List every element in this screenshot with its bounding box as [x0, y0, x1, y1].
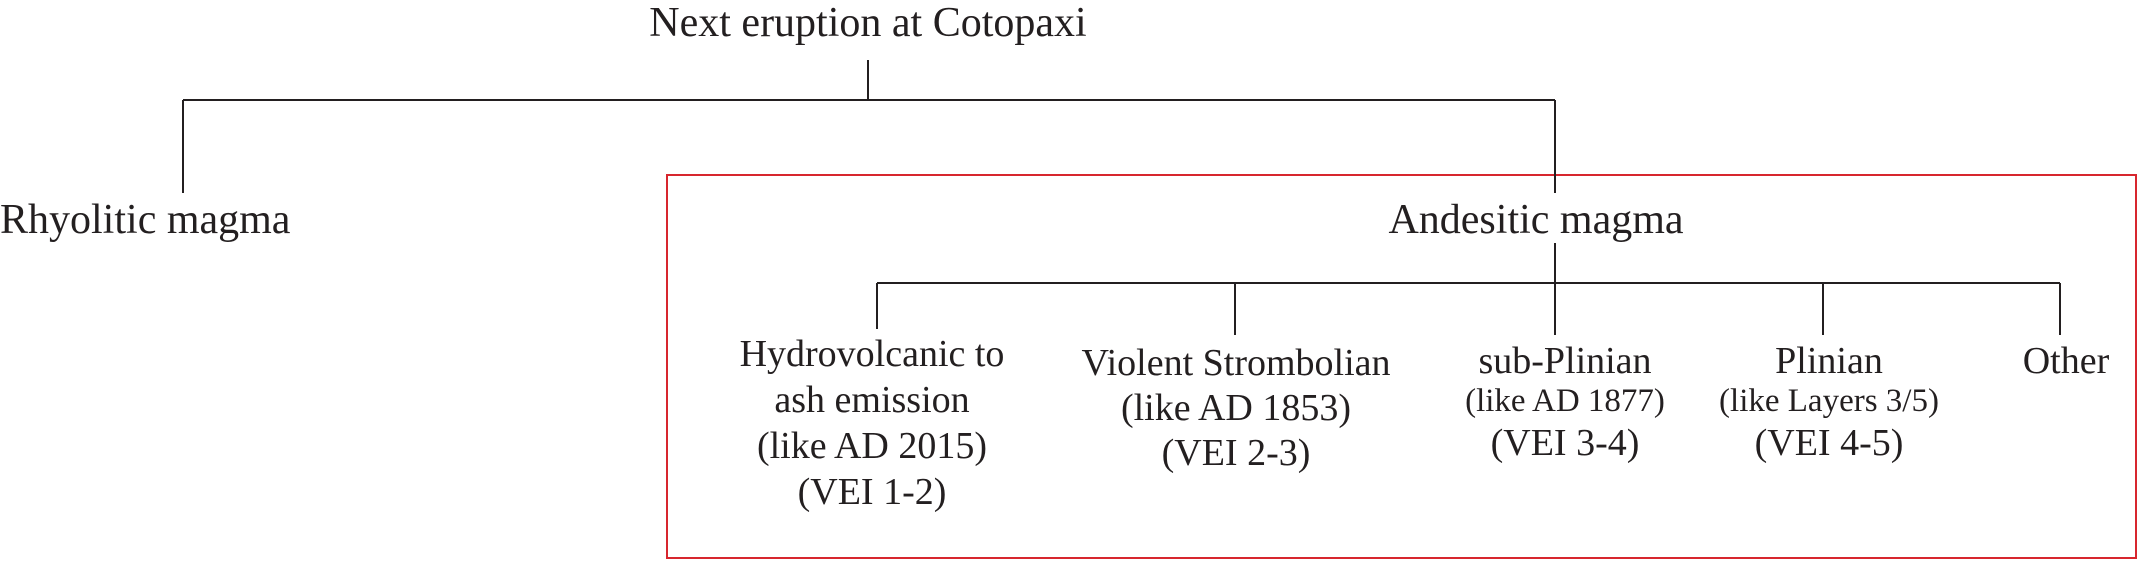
plinian-line-2: (like Layers 3/5): [1719, 383, 1939, 419]
other-node: Other: [2023, 341, 2110, 381]
hydrovolcanic-line-1: Hydrovolcanic to: [739, 333, 1005, 375]
strombolian-line-2: (like AD 1853): [1120, 387, 1352, 429]
plinian-line-3: (VEI 4-5): [1754, 422, 1904, 464]
strombolian-line-1: Violent Strombolian: [1081, 342, 1391, 384]
subplinian-line-3: (VEI 3-4): [1490, 422, 1640, 464]
sub-plinian-node: sub-Plinian (like AD 1877) (VEI 3-4): [1465, 341, 1665, 465]
rhyolitic-magma-label: Rhyolitic magma: [0, 197, 291, 243]
root-node-label: Next eruption at Cotopaxi: [649, 0, 1087, 46]
hydrovolcanic-line-4: (VEI 1-2): [797, 471, 947, 513]
hydrovolcanic-node: Hydrovolcanic to ash emission (like AD 2…: [740, 331, 1005, 515]
hydrovolcanic-line-2: ash emission: [774, 379, 970, 421]
violent-strombolian-node: Violent Strombolian (like AD 1853) (VEI …: [1081, 341, 1390, 476]
subplinian-line-2: (like AD 1877): [1465, 383, 1665, 419]
other-line-1: Other: [2022, 340, 2110, 382]
plinian-node: Plinian (like Layers 3/5) (VEI 4-5): [1719, 341, 1939, 465]
strombolian-line-3: (VEI 2-3): [1161, 432, 1311, 474]
hydrovolcanic-line-3: (like AD 2015): [756, 425, 988, 467]
andesitic-highlight-box: [666, 174, 2137, 559]
plinian-line-1: Plinian: [1775, 340, 1883, 382]
andesitic-magma-label: Andesitic magma: [1388, 197, 1684, 243]
subplinian-line-1: sub-Plinian: [1478, 340, 1652, 382]
